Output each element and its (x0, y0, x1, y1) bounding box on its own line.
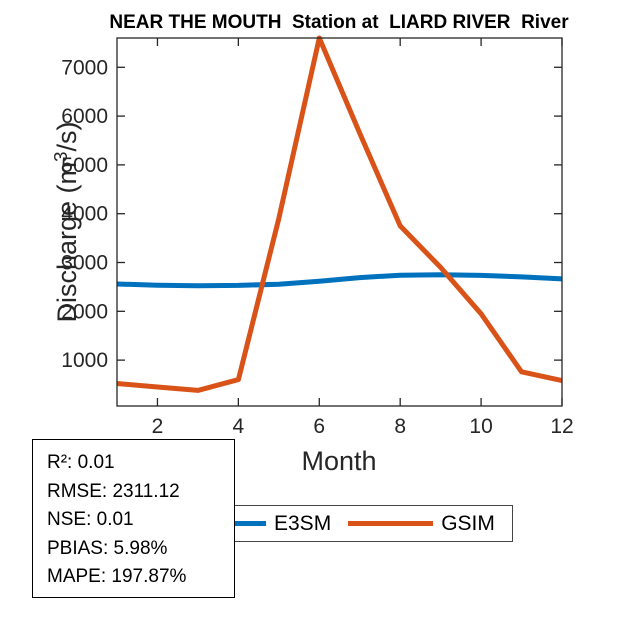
y-tick-label: 3000 (61, 252, 108, 275)
y-axis-label-prefix: Discharge (m (52, 162, 82, 323)
plot-border (116, 37, 563, 407)
stats-box: R²: 0.01 RMSE: 2311.12 NSE: 0.01 PBIAS: … (32, 439, 235, 598)
y-axis-label-suffix: /s) (52, 121, 82, 151)
x-tick-label: 2 (152, 415, 164, 438)
series-line-e3sm (116, 272, 563, 289)
x-axis-label: Month (301, 446, 376, 476)
legend-label-gsim: GSIM (441, 511, 495, 535)
x-tick-label: 12 (550, 415, 573, 438)
y-tick-label: 1000 (61, 349, 108, 372)
x-tick-label: 10 (469, 415, 492, 438)
y-tick-label: 7000 (61, 56, 108, 79)
y-tick-label: 2000 (61, 300, 108, 323)
chart-title: NEAR THE MOUTH Station at LIARD RIVER Ri… (109, 12, 569, 33)
stat-line-mape: MAPE: 197.87% (47, 566, 187, 588)
series-group (116, 35, 563, 393)
stat-line-rmse: RMSE: 2311.12 (47, 480, 180, 502)
x-ticks-group: 2 4 6 8 10 12 (152, 38, 574, 438)
x-tick-label: 4 (233, 415, 245, 438)
x-tick-label: 8 (394, 415, 406, 438)
stat-line-pbias: PBIAS: 5.98% (47, 537, 168, 559)
legend-line-gsim (348, 521, 434, 526)
y-tick-label: 5000 (61, 154, 108, 177)
series-line-gsim (116, 35, 563, 393)
y-tick-label: 4000 (61, 203, 108, 226)
stat-line-r2: R²: 0.01 (47, 452, 115, 473)
y-axis-label: Discharge (m3/s) (51, 121, 82, 322)
y-tick-label: 6000 (61, 105, 108, 128)
stat-line-nse: NSE: 0.01 (47, 509, 134, 531)
x-tick-label: 6 (313, 415, 325, 438)
y-ticks-group: 1000 2000 3000 4000 5000 6000 7000 (61, 56, 562, 372)
y-axis-label-superscript: 3 (51, 151, 72, 162)
legend-label-e3sm: E3SM (274, 511, 332, 535)
